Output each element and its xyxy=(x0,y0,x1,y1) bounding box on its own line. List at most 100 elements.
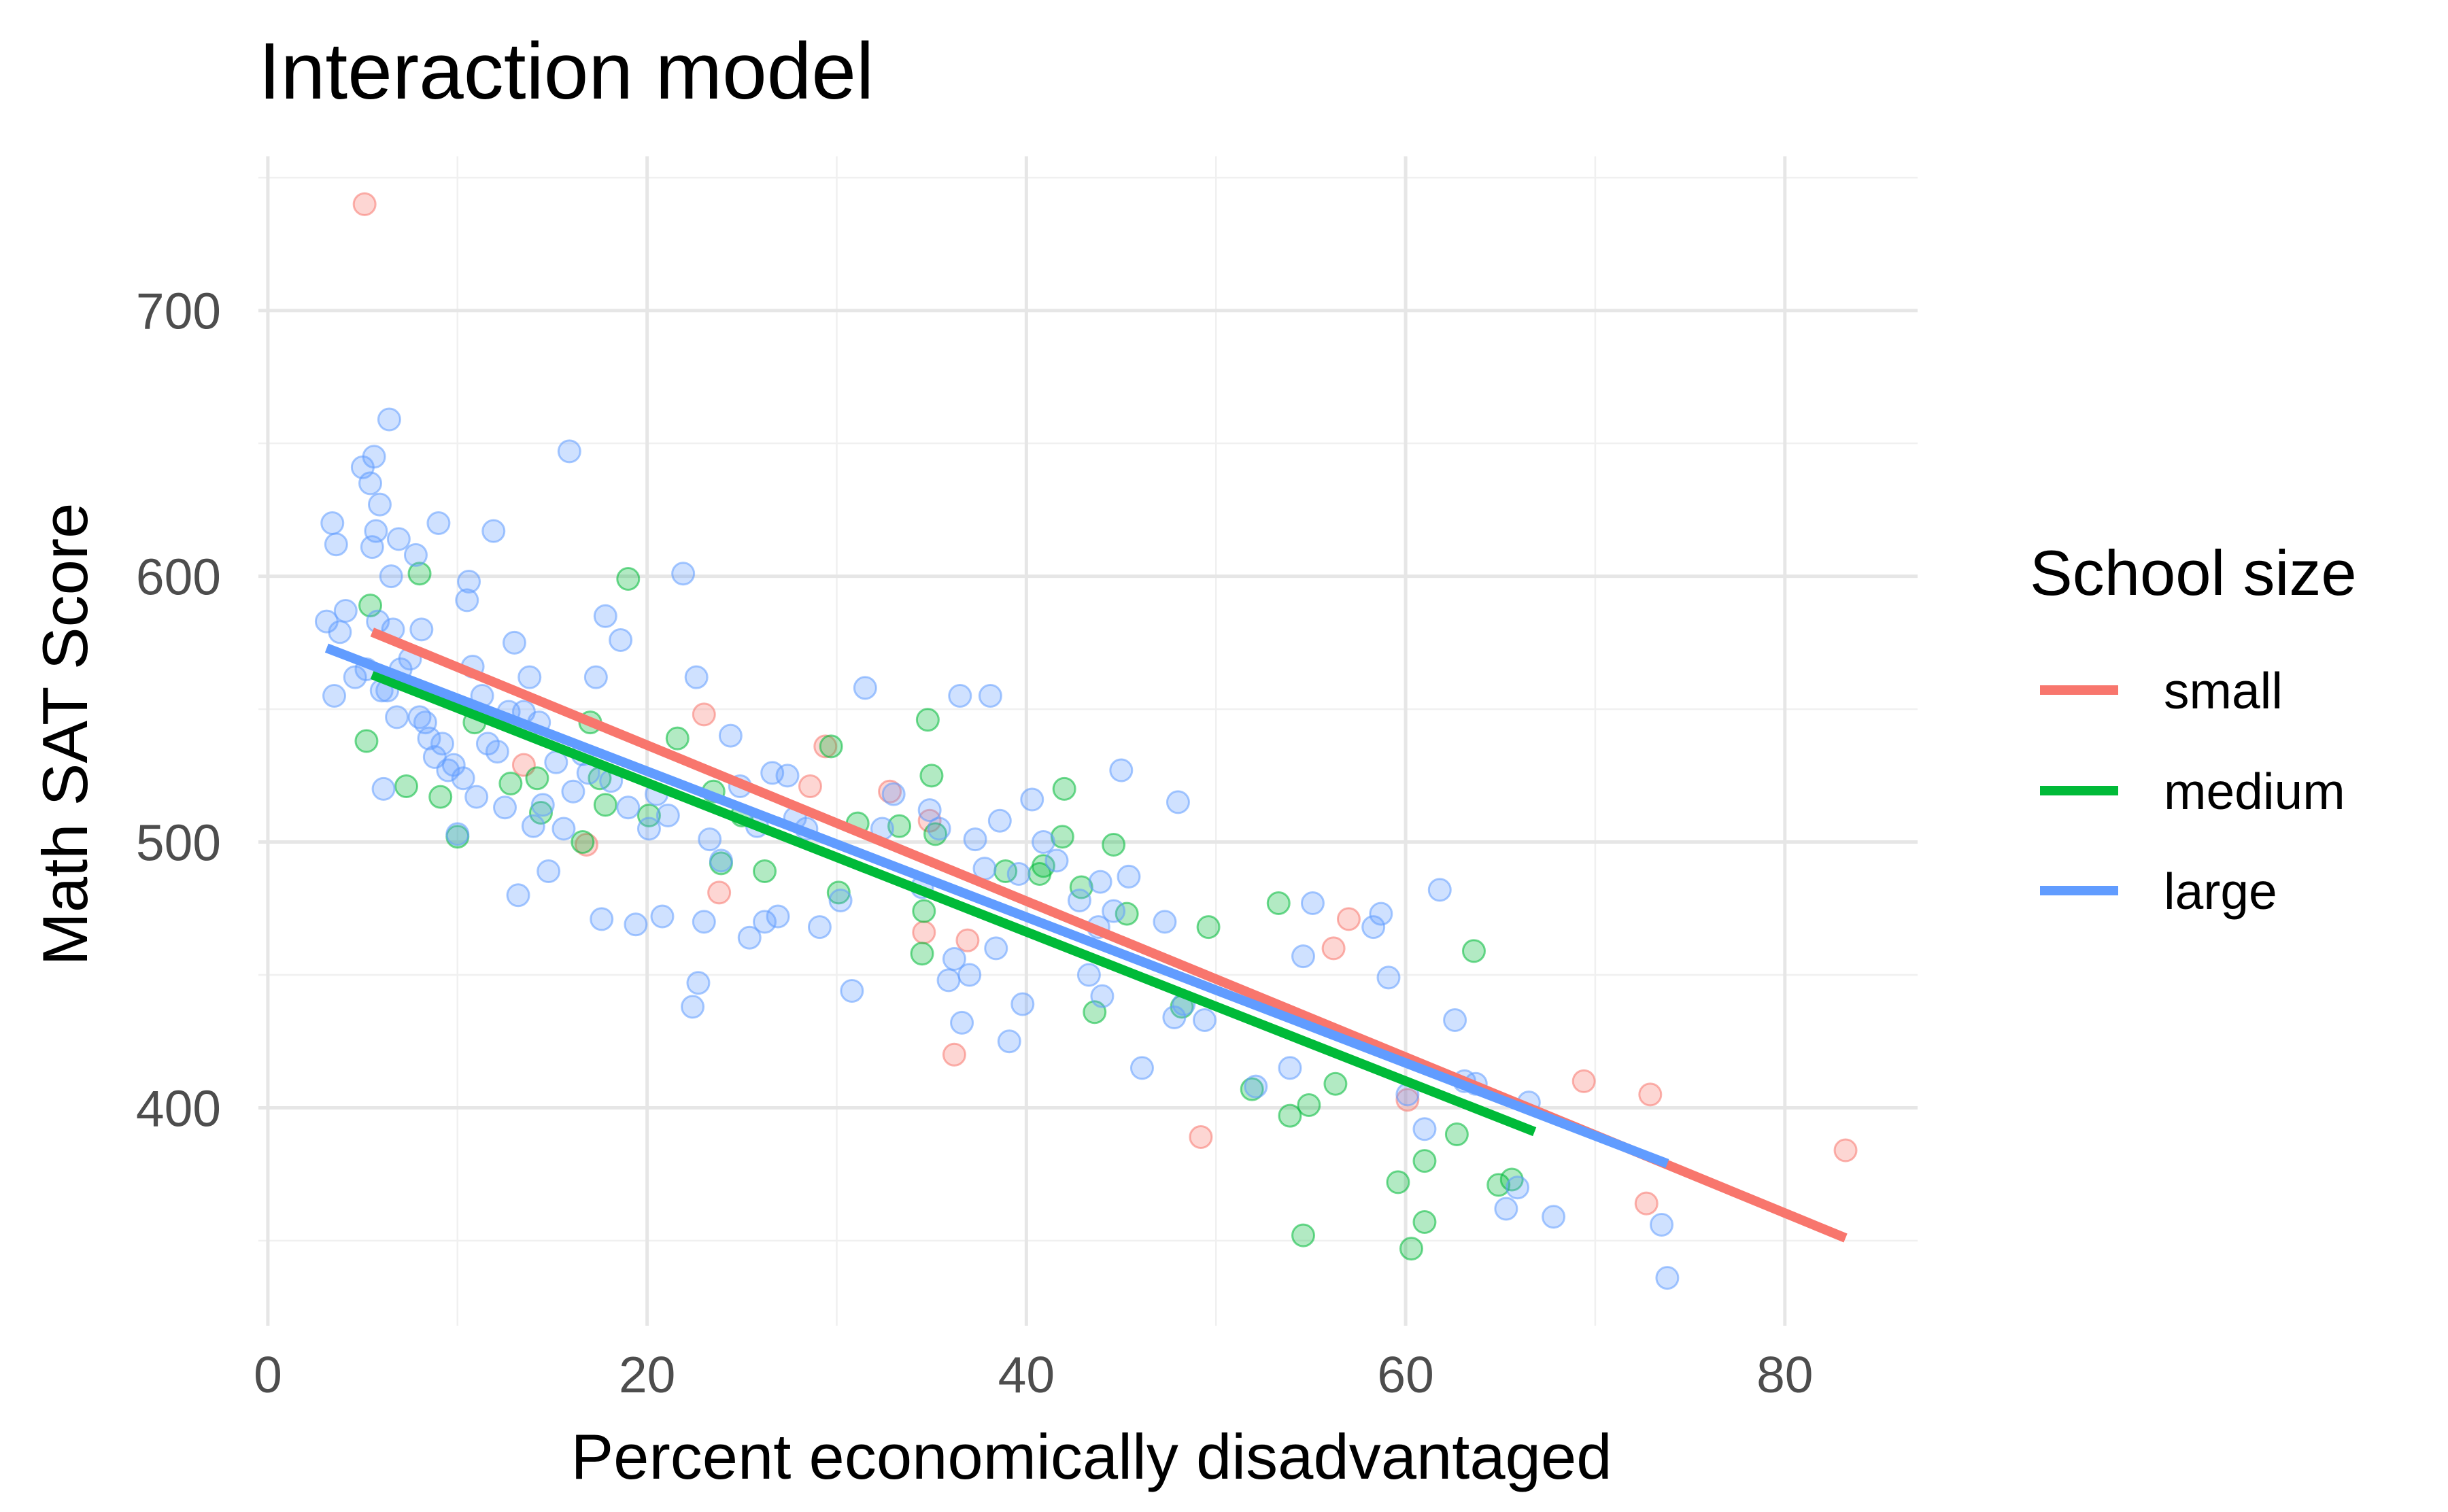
point-small xyxy=(707,880,732,905)
point-large xyxy=(455,588,479,613)
point-medium xyxy=(593,793,617,817)
x-tick-label: 20 xyxy=(619,1346,675,1403)
point-medium xyxy=(1102,832,1126,857)
point-medium xyxy=(819,734,843,759)
point-large xyxy=(1088,870,1112,894)
point-medium xyxy=(571,830,595,855)
point-large xyxy=(853,676,877,700)
point-medium xyxy=(636,803,661,827)
point-large xyxy=(1166,790,1190,814)
point-large xyxy=(1427,878,1452,902)
point-large xyxy=(737,925,762,950)
point-large xyxy=(807,915,832,940)
point-large xyxy=(333,598,358,623)
point-large xyxy=(451,766,475,791)
x-tick-label: 80 xyxy=(1756,1346,1813,1403)
point-medium xyxy=(915,708,940,732)
y-axis-tick-labels: 400 500 600 700 xyxy=(136,283,221,1137)
x-axis-tick-labels: 0 20 40 60 80 xyxy=(254,1346,1813,1403)
point-large xyxy=(537,859,561,884)
point-large xyxy=(948,684,972,708)
point-large xyxy=(709,848,733,873)
gridlines-minor xyxy=(258,156,1918,1326)
point-large xyxy=(609,628,633,652)
point-large xyxy=(481,519,506,543)
point-large xyxy=(593,604,617,628)
point-large xyxy=(963,827,987,852)
point-medium xyxy=(1297,1093,1321,1118)
point-medium xyxy=(753,859,777,884)
point-large xyxy=(364,519,388,543)
y-axis-title: Math SAT Score xyxy=(29,503,101,966)
point-large xyxy=(386,527,411,551)
point-large xyxy=(485,740,509,764)
point-large xyxy=(464,785,489,809)
point-small xyxy=(1189,1124,1213,1149)
point-large xyxy=(521,814,545,838)
point-medium xyxy=(887,814,912,838)
x-tick-label: 40 xyxy=(998,1346,1055,1403)
point-large xyxy=(371,776,396,801)
point-large xyxy=(671,562,696,586)
point-large xyxy=(656,803,680,827)
y-tick-label: 500 xyxy=(136,814,221,872)
point-medium xyxy=(910,942,934,966)
point-large xyxy=(1102,899,1126,923)
point-large xyxy=(1192,1008,1217,1032)
point-large xyxy=(1109,758,1134,783)
point-medium xyxy=(525,766,549,791)
point-large xyxy=(561,779,585,804)
point-large xyxy=(1117,864,1141,889)
point-large xyxy=(379,564,403,589)
point-large xyxy=(1278,1056,1302,1080)
point-large xyxy=(1361,915,1386,940)
point-large xyxy=(403,543,428,567)
point-small xyxy=(942,1042,966,1067)
point-large xyxy=(681,995,705,1019)
point-medium xyxy=(1240,1077,1264,1101)
y-tick-label: 600 xyxy=(136,549,221,606)
points-small xyxy=(352,192,1858,1216)
point-large xyxy=(1291,944,1316,969)
point-large xyxy=(1376,965,1401,990)
point-large xyxy=(1655,1266,1680,1290)
point-large xyxy=(506,883,530,908)
point-medium xyxy=(1461,939,1486,963)
point-small xyxy=(878,779,902,804)
point-large xyxy=(766,904,790,929)
point-large xyxy=(1542,1205,1566,1229)
x-tick-label: 0 xyxy=(254,1346,282,1403)
point-large xyxy=(927,817,951,841)
point-medium xyxy=(407,562,432,586)
point-large xyxy=(698,827,722,852)
point-large xyxy=(942,947,966,972)
point-large xyxy=(322,684,347,708)
point-small xyxy=(1395,1088,1420,1112)
point-large xyxy=(409,617,434,642)
point-medium xyxy=(528,801,553,825)
point-medium xyxy=(1291,1223,1316,1248)
legend-title: School size xyxy=(2030,537,2357,608)
point-large xyxy=(881,782,906,806)
point-large xyxy=(636,817,661,841)
point-medium xyxy=(919,763,944,788)
point-large xyxy=(753,910,777,934)
point-large xyxy=(583,665,608,689)
point-medium xyxy=(1412,1210,1437,1235)
point-large xyxy=(828,889,853,913)
point-large xyxy=(950,1010,974,1035)
point-large xyxy=(1044,848,1069,873)
point-large xyxy=(978,684,1002,708)
point-small xyxy=(352,192,377,216)
point-large xyxy=(551,817,576,841)
point-large xyxy=(1162,1006,1187,1030)
point-medium xyxy=(826,880,851,905)
point-large xyxy=(1506,1175,1530,1200)
point-large xyxy=(917,798,942,823)
gridlines-major xyxy=(258,156,1918,1326)
point-large xyxy=(377,407,401,432)
point-small xyxy=(692,702,716,727)
point-large xyxy=(624,912,648,937)
point-small xyxy=(813,734,838,759)
x-axis-title: Percent economically disadvantaged xyxy=(571,1421,1612,1492)
